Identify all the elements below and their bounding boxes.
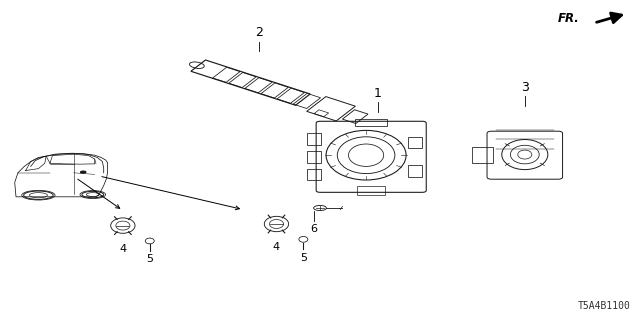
Text: FR.: FR. <box>558 12 580 25</box>
Text: 4: 4 <box>119 244 127 254</box>
Text: 6: 6 <box>310 224 317 234</box>
Text: 1: 1 <box>374 87 381 100</box>
Text: 4: 4 <box>273 242 280 252</box>
Text: T5A4B1100: T5A4B1100 <box>577 301 630 311</box>
Ellipse shape <box>81 171 86 173</box>
Text: 3: 3 <box>521 81 529 94</box>
Text: 2: 2 <box>255 26 263 39</box>
Text: 5: 5 <box>300 253 307 263</box>
Text: 5: 5 <box>147 254 153 264</box>
